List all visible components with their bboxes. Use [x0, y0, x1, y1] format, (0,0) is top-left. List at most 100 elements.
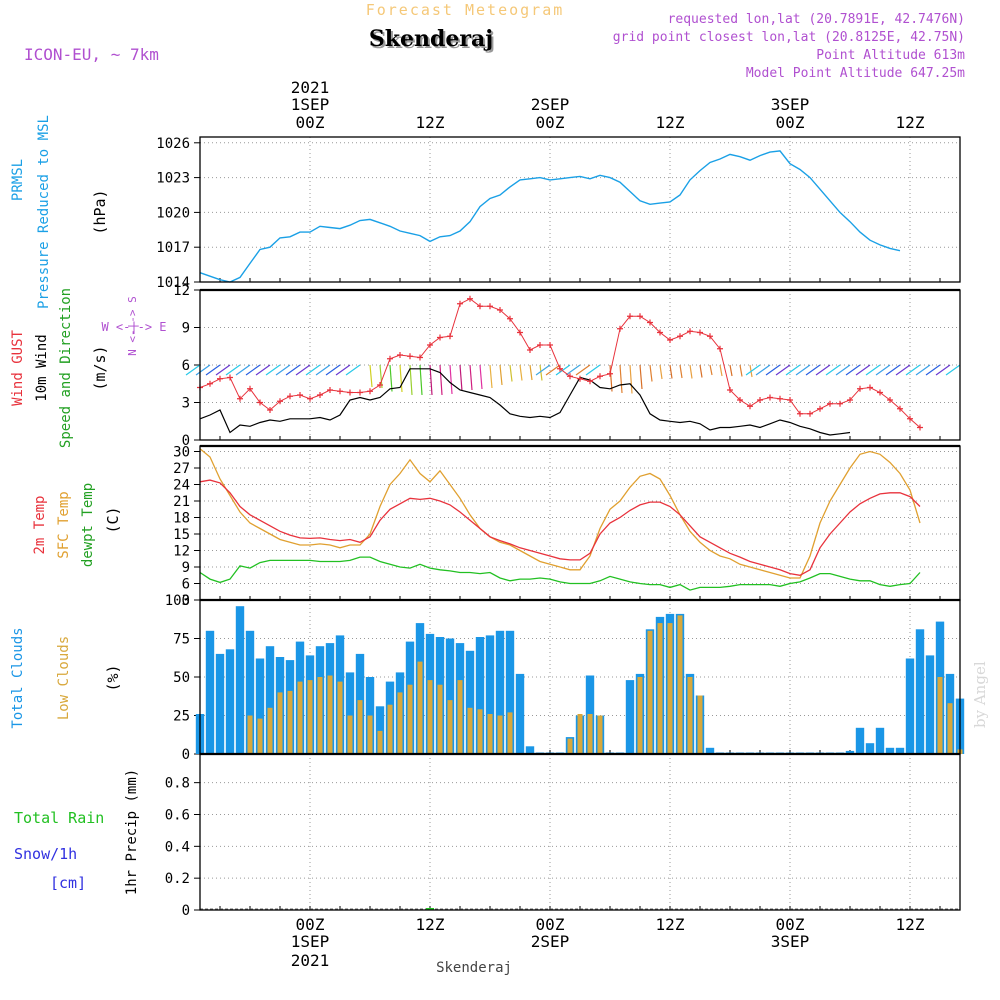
- y-tick-label: 100: [165, 593, 190, 609]
- gust-point: [717, 345, 723, 352]
- watermark: by Angel: [971, 661, 989, 728]
- wind-arrow: [509, 364, 513, 382]
- wind-arrow: [555, 364, 571, 376]
- gust-point: [487, 303, 493, 310]
- low-cloud-bar: [667, 623, 673, 754]
- low-cloud-bar: [447, 700, 453, 754]
- pressure-label-2: Pressure Reduced to MSL: [36, 115, 52, 309]
- wind-arrow: [649, 364, 653, 382]
- wind-arrow: [689, 364, 693, 379]
- panel-pressure: 1014 1017 1020 1023 1026: [156, 136, 960, 291]
- wind-arrow: [409, 364, 413, 396]
- low-cloud-bar: [697, 695, 703, 754]
- wind-arrow: [335, 364, 351, 376]
- wind-arrow: [469, 364, 473, 391]
- wind-arrow: [945, 364, 961, 376]
- wind-arrow: [215, 364, 231, 376]
- wind-arrow: [739, 364, 743, 377]
- y-tick-label: 15: [173, 527, 190, 543]
- low-cloud-bar: [687, 677, 693, 754]
- top-time-label: 00Z: [536, 113, 565, 132]
- gust-point: [367, 388, 373, 395]
- top-time-label: 00Z: [296, 113, 325, 132]
- wind-arrow: [449, 364, 453, 395]
- wind-arrow: [895, 364, 911, 376]
- y-tick-label: 0.4: [165, 839, 190, 855]
- gust-point: [727, 387, 733, 393]
- wind-arrow: [765, 364, 781, 376]
- point-altitude: Point Altitude 613m: [816, 48, 965, 63]
- gust-point: [317, 392, 323, 398]
- wind-arrow: [305, 364, 321, 376]
- low-cloud-bar: [637, 677, 643, 754]
- wind-arrow: [235, 364, 251, 376]
- gust-point: [907, 415, 913, 422]
- y-tick-label: 27: [173, 461, 190, 477]
- total-cloud-bar: [245, 630, 255, 754]
- gust-point: [427, 342, 433, 348]
- wind-arrow: [399, 364, 403, 393]
- total-cloud-bar: [855, 727, 865, 754]
- gust-point: [747, 403, 753, 410]
- low-cloud-bar: [427, 680, 433, 754]
- y-tick-label: 9: [182, 321, 190, 337]
- model-label: ICON-EU, ~ 7km: [24, 45, 159, 64]
- y-tick-label: 6: [182, 577, 190, 593]
- low-cloud-bar: [307, 680, 313, 754]
- low-cloud-bar: [477, 709, 483, 754]
- clouds-total-label: Total Clouds: [10, 627, 26, 728]
- wind-arrow: [459, 364, 463, 392]
- clouds-low-label: Low Clouds: [56, 636, 72, 720]
- gust-point: [587, 378, 593, 385]
- total-cloud-bar: [525, 746, 535, 754]
- gust-point: [767, 394, 773, 401]
- gust-point: [497, 307, 503, 313]
- y-tick-label: 6: [182, 358, 190, 374]
- y-tick-label: 1017: [156, 240, 190, 256]
- pressure-unit: (hPa): [91, 189, 109, 234]
- gust-point: [657, 329, 663, 336]
- panel-wind: 0 3 6 9 12: [173, 283, 960, 449]
- wind-arrow: [639, 364, 643, 390]
- compass-ns: N <-|-> S: [126, 296, 139, 356]
- total-cloud-bar: [705, 747, 715, 754]
- wind-arrow: [389, 364, 393, 392]
- total-cloud-bar: [905, 658, 915, 754]
- low-cloud-bar: [247, 715, 253, 754]
- low-cloud-bar: [457, 680, 463, 754]
- low-cloud-bar: [407, 684, 413, 754]
- gust-point: [757, 397, 763, 403]
- temp-sfc-label: SFC Temp: [56, 491, 72, 558]
- bottom-time-label: 12Z: [416, 915, 445, 934]
- wind-arrow: [285, 364, 301, 376]
- wind-arrow: [369, 364, 373, 388]
- gust-point: [627, 313, 633, 320]
- low-cloud-bar: [437, 684, 443, 754]
- gust-point: [377, 382, 383, 388]
- wind-arrow: [835, 364, 851, 376]
- gust-point: [517, 329, 523, 336]
- gust-point: [827, 400, 833, 407]
- low-cloud-bar: [597, 715, 603, 754]
- low-cloud-bar: [277, 692, 283, 754]
- gust-point: [307, 395, 313, 402]
- wind-arrow: [265, 364, 281, 376]
- wind-gust-label: Wind GUST: [10, 330, 26, 406]
- low-cloud-bar: [257, 718, 263, 754]
- gust-point: [667, 337, 673, 343]
- location-title-front: Skenderaj: [369, 26, 493, 52]
- wind-arrow: [345, 364, 361, 376]
- bottom-time-label: 00Z: [296, 915, 325, 934]
- wind-arrow: [915, 364, 931, 376]
- wind-arrow: [185, 364, 201, 376]
- gust-point: [637, 313, 643, 320]
- y-tick-label: 0: [182, 903, 190, 919]
- low-cloud-bar: [327, 675, 333, 754]
- low-cloud-bar: [287, 690, 293, 754]
- total-cloud-bar: [625, 680, 635, 754]
- gust-point: [447, 333, 453, 340]
- gust-point: [417, 354, 423, 361]
- low-cloud-bar: [387, 704, 393, 754]
- wind-arrow: [325, 364, 341, 376]
- gust-point: [457, 300, 463, 307]
